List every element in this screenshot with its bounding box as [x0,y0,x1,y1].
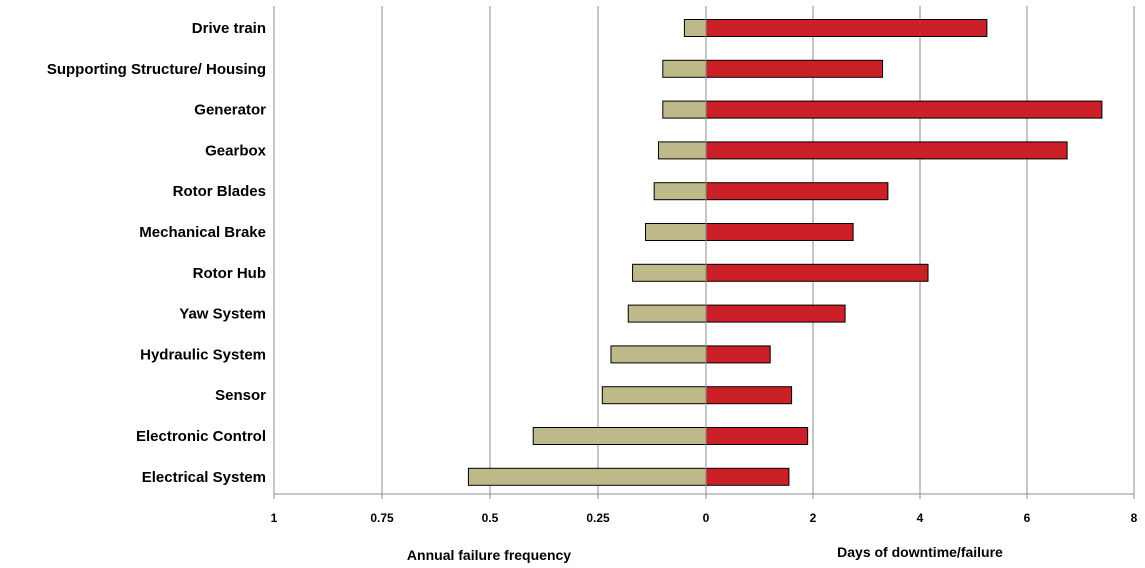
bar-right [705,263,929,282]
category-label: Generator [194,102,266,119]
tick-label-left: 0 [703,511,710,525]
bar-left [657,141,707,160]
bar-left [601,386,707,405]
right-axis-title: Days of downtime/failure [837,544,1003,560]
category-label: Supporting Structure/ Housing [47,61,266,78]
bar-right [705,386,793,405]
category-label: Sensor [215,387,266,404]
bar-left [632,263,707,282]
category-labels: Drive train Supporting Structure/ Housing… [47,20,267,486]
bar-left [532,427,707,445]
category-label: Gearbox [205,142,267,159]
left-axis-title: Annual failure frequency [407,547,571,563]
bar-left [662,59,707,78]
tick-label-right: 6 [1024,511,1031,525]
bar-right [705,100,1103,119]
right-bars [705,19,1103,486]
category-label: Hydraulic System [140,346,266,363]
tick-label-right: 2 [810,511,817,525]
tick-label-left: 0.75 [370,511,394,525]
bar-right [705,19,988,37]
bar-left [653,182,707,201]
bar-left [683,19,707,37]
bar-left [662,100,707,119]
x-axis [273,6,1135,499]
left-bars [467,19,707,486]
tick-labels: 1 0.75 0.5 0.25 0 2 4 6 8 [271,511,1138,525]
tick-label-right: 8 [1131,511,1138,525]
bar-right [705,467,790,486]
tick-label-left: 1 [271,511,278,525]
category-label: Mechanical Brake [139,224,266,241]
tick-label-left: 0.5 [482,511,499,525]
tick-label-left: 0.25 [586,511,610,525]
category-label: Rotor Hub [193,265,266,282]
bar-right [705,59,884,78]
bar-right [705,304,846,323]
category-label: Electrical System [142,469,266,486]
category-label: Electronic Control [136,428,266,445]
bar-left [610,345,707,364]
category-label: Yaw System [179,306,266,323]
bar-left [627,304,707,323]
category-label: Rotor Blades [173,183,266,200]
grid-lines [273,6,1135,494]
category-label: Drive train [192,20,266,37]
bar-right [705,223,854,241]
bar-right [705,182,889,201]
bar-right [705,141,1068,160]
bar-right [705,427,809,445]
tick-label-right: 4 [917,511,924,525]
bar-left [645,223,707,241]
bar-right [705,345,771,364]
bar-left [467,467,707,486]
